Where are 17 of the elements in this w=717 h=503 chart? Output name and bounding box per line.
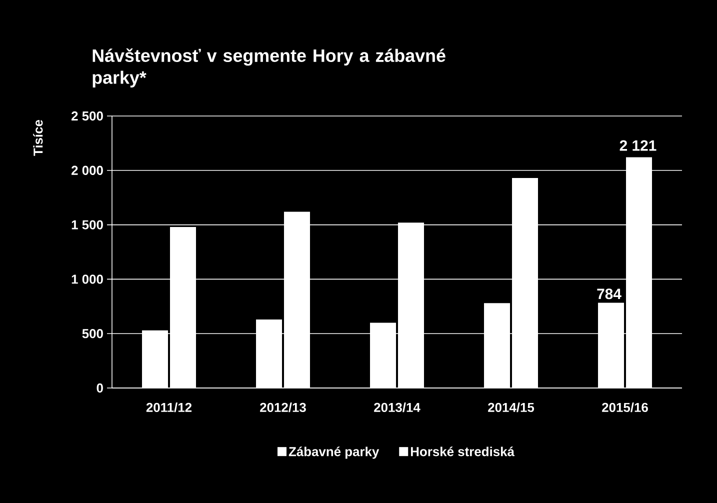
legend-label: Zábavné parky [288, 446, 380, 459]
y-axis-title: Tisíce [33, 120, 43, 156]
y-tick-label: 0 [96, 383, 103, 393]
x-tick-label: 2014/15 [488, 402, 534, 412]
chart-title: Návštevnosť v segmente Hory a zábavné parky* [92, 48, 446, 88]
y-tick-label: 2 000 [72, 166, 103, 175]
y-tick-label: 1 500 [72, 220, 103, 230]
y-tick-label: 2 500 [72, 111, 103, 121]
x-tick-label: 2011/12 [146, 402, 192, 412]
y-tick-label: 500 [82, 329, 103, 338]
data-label: 784 [597, 288, 622, 300]
x-tick-label: 2013/14 [374, 402, 420, 412]
data-label: 2 121 [620, 140, 656, 151]
y-tick-label: 1 000 [72, 274, 103, 284]
x-tick-label: 2012/13 [260, 402, 306, 412]
legend-label: Horské strediská [410, 446, 515, 456]
x-tick-label: 2015/16 [602, 402, 648, 412]
